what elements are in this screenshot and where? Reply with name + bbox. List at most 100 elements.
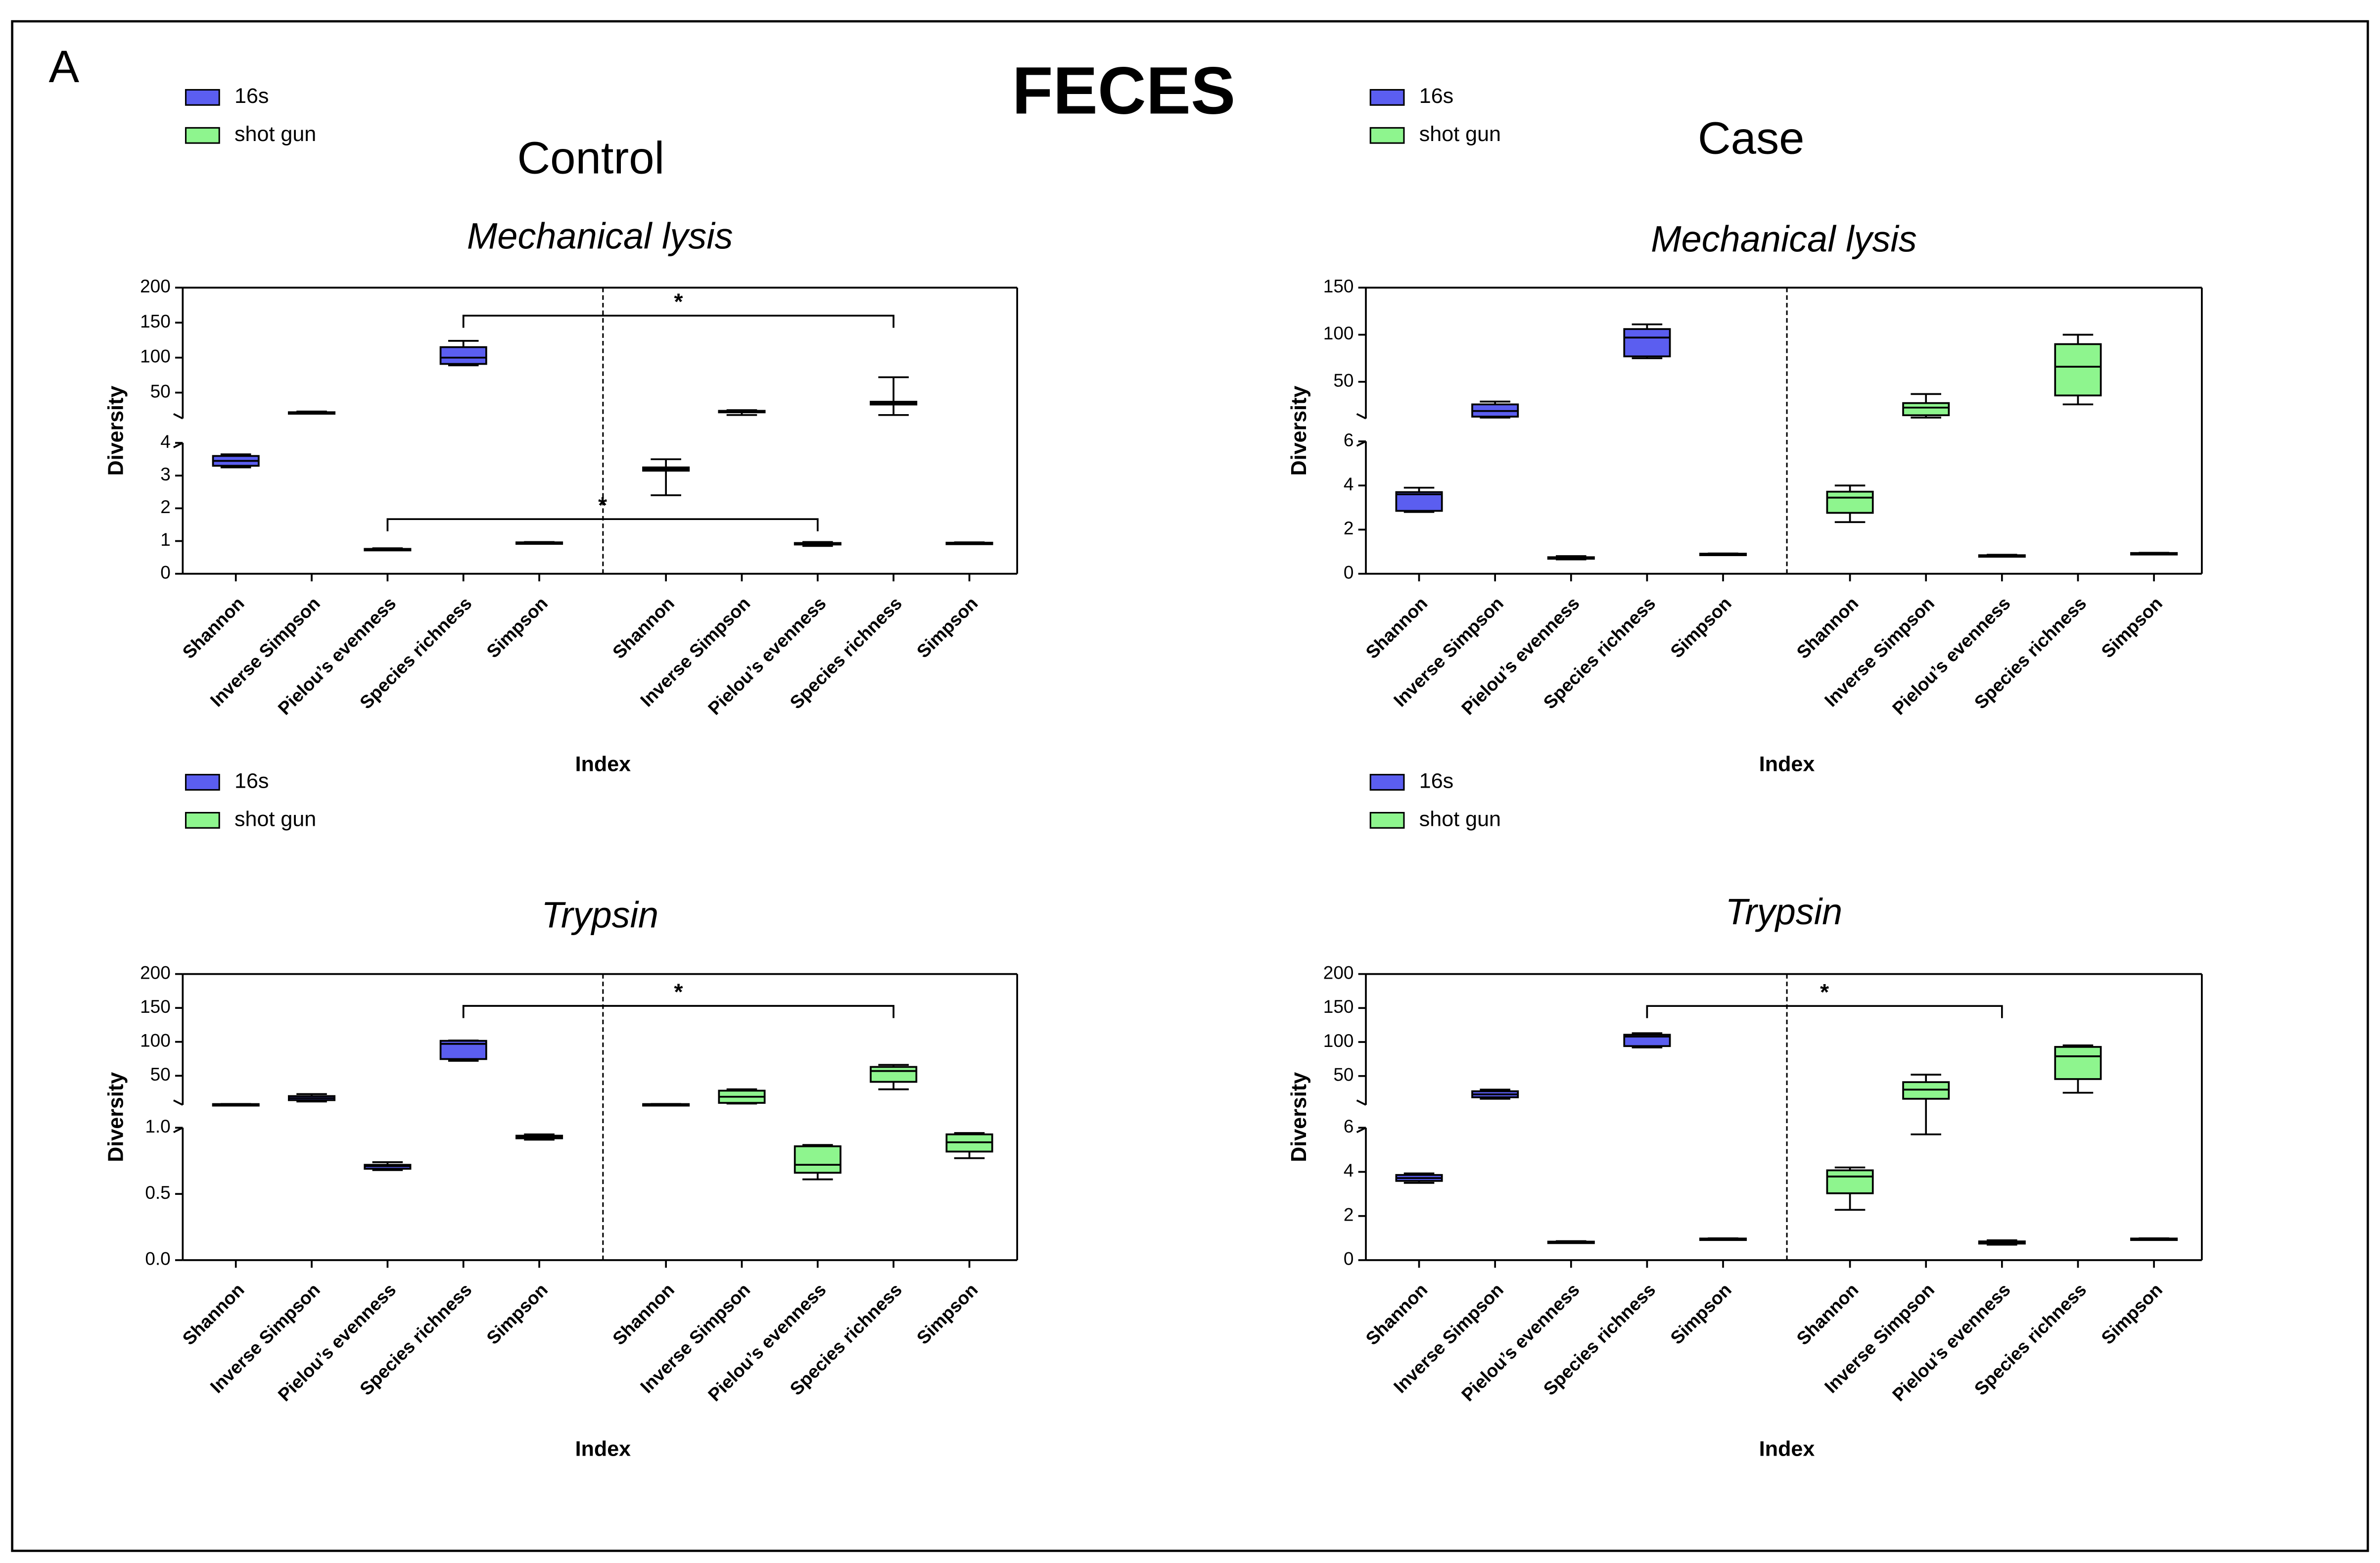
y-tick-label: 100 bbox=[140, 1030, 171, 1050]
x-tick-label: Shannon bbox=[608, 593, 678, 663]
legend-label: shot gun bbox=[1419, 807, 1501, 831]
significance-label: * bbox=[674, 289, 683, 315]
y-tick-label: 0 bbox=[1344, 562, 1354, 582]
y-tick-label: 6 bbox=[1344, 1116, 1354, 1137]
x-tick-label: Simpson bbox=[483, 593, 552, 662]
legend-swatch bbox=[1369, 89, 1405, 106]
legend-label: 16s bbox=[1419, 769, 1453, 793]
y-tick-label: 1 bbox=[160, 529, 171, 550]
column-title: Case bbox=[1698, 112, 1805, 163]
legend-swatch bbox=[185, 774, 220, 791]
legend-swatch bbox=[185, 812, 220, 829]
chart-title: Trypsin bbox=[1726, 891, 1843, 932]
x-tick-label: Simpson bbox=[913, 1279, 981, 1348]
chart-title: Trypsin bbox=[541, 894, 658, 935]
y-tick-label: 150 bbox=[1323, 996, 1354, 1017]
x-tick-label: Shannon bbox=[1362, 593, 1432, 663]
significance-label: * bbox=[1820, 979, 1829, 1005]
y-tick-label: 2 bbox=[160, 497, 171, 517]
chart-title: Mechanical lysis bbox=[467, 215, 733, 256]
y-tick-label: 0 bbox=[160, 562, 171, 582]
box bbox=[2054, 1046, 2102, 1080]
box bbox=[1902, 402, 1950, 417]
x-tick-label: Simpson bbox=[1667, 1279, 1735, 1348]
legend-label: shot gun bbox=[234, 807, 316, 831]
legend-swatch bbox=[1369, 774, 1405, 791]
y-tick-label: 4 bbox=[160, 431, 171, 452]
y-tick-label: 150 bbox=[140, 996, 171, 1017]
x-tick-label: Shannon bbox=[1793, 593, 1863, 663]
box bbox=[1623, 1034, 1671, 1047]
significance-label: * bbox=[598, 492, 607, 518]
panel-label: A bbox=[48, 41, 79, 92]
y-tick-label: 150 bbox=[140, 311, 171, 332]
y-tick-label: 6 bbox=[1344, 430, 1354, 450]
significance-bracket bbox=[462, 315, 895, 328]
x-tick-label: Simpson bbox=[913, 593, 981, 662]
legend-label: 16s bbox=[234, 84, 269, 108]
legend-swatch bbox=[1369, 127, 1405, 144]
y-tick-label: 200 bbox=[1323, 962, 1354, 983]
y-tick-label: 0.5 bbox=[145, 1183, 170, 1203]
y-tick-label: 100 bbox=[1323, 1031, 1354, 1051]
y-axis-label: Diversity bbox=[104, 1072, 128, 1162]
x-axis-label: Index bbox=[575, 753, 631, 776]
x-tick-label: Simpson bbox=[2098, 593, 2166, 662]
legend-label: 16s bbox=[234, 769, 269, 793]
y-tick-label: 3 bbox=[160, 464, 171, 484]
x-tick-label: Simpson bbox=[2098, 1279, 2166, 1348]
y-tick-label: 100 bbox=[1323, 323, 1354, 343]
x-tick-label: Shannon bbox=[1362, 1279, 1432, 1349]
y-axis-label: Diversity bbox=[1287, 386, 1311, 476]
y-tick-label: 4 bbox=[1344, 1160, 1354, 1181]
y-tick-label: 1.0 bbox=[145, 1116, 170, 1137]
x-tick-label: Simpson bbox=[483, 1279, 552, 1348]
column-title: Control bbox=[517, 132, 664, 183]
box bbox=[793, 1145, 841, 1174]
x-axis-label: Index bbox=[1759, 1437, 1815, 1461]
box bbox=[1826, 1169, 1874, 1194]
y-axis-label: Diversity bbox=[1287, 1072, 1311, 1162]
box bbox=[1826, 490, 1874, 514]
y-tick-label: 0 bbox=[1344, 1249, 1354, 1269]
significance-label: * bbox=[674, 979, 683, 1005]
figure-title: FECES bbox=[1012, 53, 1235, 128]
box bbox=[1395, 491, 1443, 512]
x-tick-label: Shannon bbox=[608, 1279, 678, 1349]
x-tick-label: Shannon bbox=[1793, 1279, 1863, 1349]
x-tick-label: Shannon bbox=[179, 1279, 248, 1349]
legend-swatch bbox=[1369, 812, 1405, 829]
y-tick-label: 50 bbox=[1333, 370, 1353, 390]
y-tick-label: 200 bbox=[140, 276, 171, 296]
legend-swatch bbox=[185, 127, 220, 144]
y-tick-label: 50 bbox=[150, 1064, 171, 1085]
y-tick-label: 100 bbox=[140, 346, 171, 367]
x-axis-label: Index bbox=[575, 1437, 631, 1461]
figure-border bbox=[11, 20, 2369, 1552]
y-tick-label: 200 bbox=[140, 962, 171, 983]
y-tick-label: 0.0 bbox=[145, 1249, 170, 1269]
chart-title: Mechanical lysis bbox=[1651, 219, 1917, 260]
y-tick-label: 2 bbox=[1344, 518, 1354, 538]
x-axis-label: Index bbox=[1759, 753, 1815, 776]
legend-label: 16s bbox=[1419, 84, 1453, 108]
x-tick-label: Shannon bbox=[179, 593, 248, 663]
significance-bracket bbox=[462, 1005, 895, 1018]
y-tick-label: 2 bbox=[1344, 1204, 1354, 1225]
y-tick-label: 4 bbox=[1344, 474, 1354, 494]
legend-label: shot gun bbox=[234, 122, 316, 146]
box bbox=[870, 1066, 918, 1083]
box bbox=[439, 346, 487, 365]
x-tick-label: Simpson bbox=[1667, 593, 1735, 662]
legend-swatch bbox=[185, 89, 220, 106]
y-tick-label: 50 bbox=[150, 381, 171, 401]
y-tick-label: 50 bbox=[1333, 1064, 1353, 1085]
y-axis-label: Diversity bbox=[104, 386, 128, 476]
y-tick-label: 150 bbox=[1323, 276, 1354, 296]
box bbox=[2054, 343, 2102, 397]
significance-bracket bbox=[386, 518, 819, 531]
significance-bracket bbox=[1646, 1005, 2003, 1018]
box bbox=[1623, 328, 1671, 358]
